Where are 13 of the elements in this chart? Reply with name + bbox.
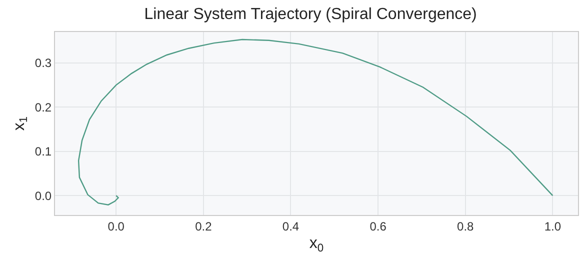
x-tick-label: 0.8 xyxy=(457,219,474,234)
line-series xyxy=(78,38,554,206)
y-tick-label: 0.2 xyxy=(34,100,52,114)
x-tick-label: 0.0 xyxy=(108,219,125,234)
x-tick-label: 1.0 xyxy=(544,219,562,234)
y-tick-label: 0.1 xyxy=(34,144,52,159)
x-tick-label: 0.4 xyxy=(282,219,300,234)
y-tick-label: 0.0 xyxy=(34,188,52,203)
y-tick-label: 0.3 xyxy=(34,56,52,70)
chart-title: Linear System Trajectory (Spiral Convergence) xyxy=(144,6,477,23)
x-tick-label: 0.2 xyxy=(195,219,212,234)
x-axis-title: x$_{0}$ xyxy=(309,235,324,254)
x-tick-label: 0.6 xyxy=(370,219,387,234)
